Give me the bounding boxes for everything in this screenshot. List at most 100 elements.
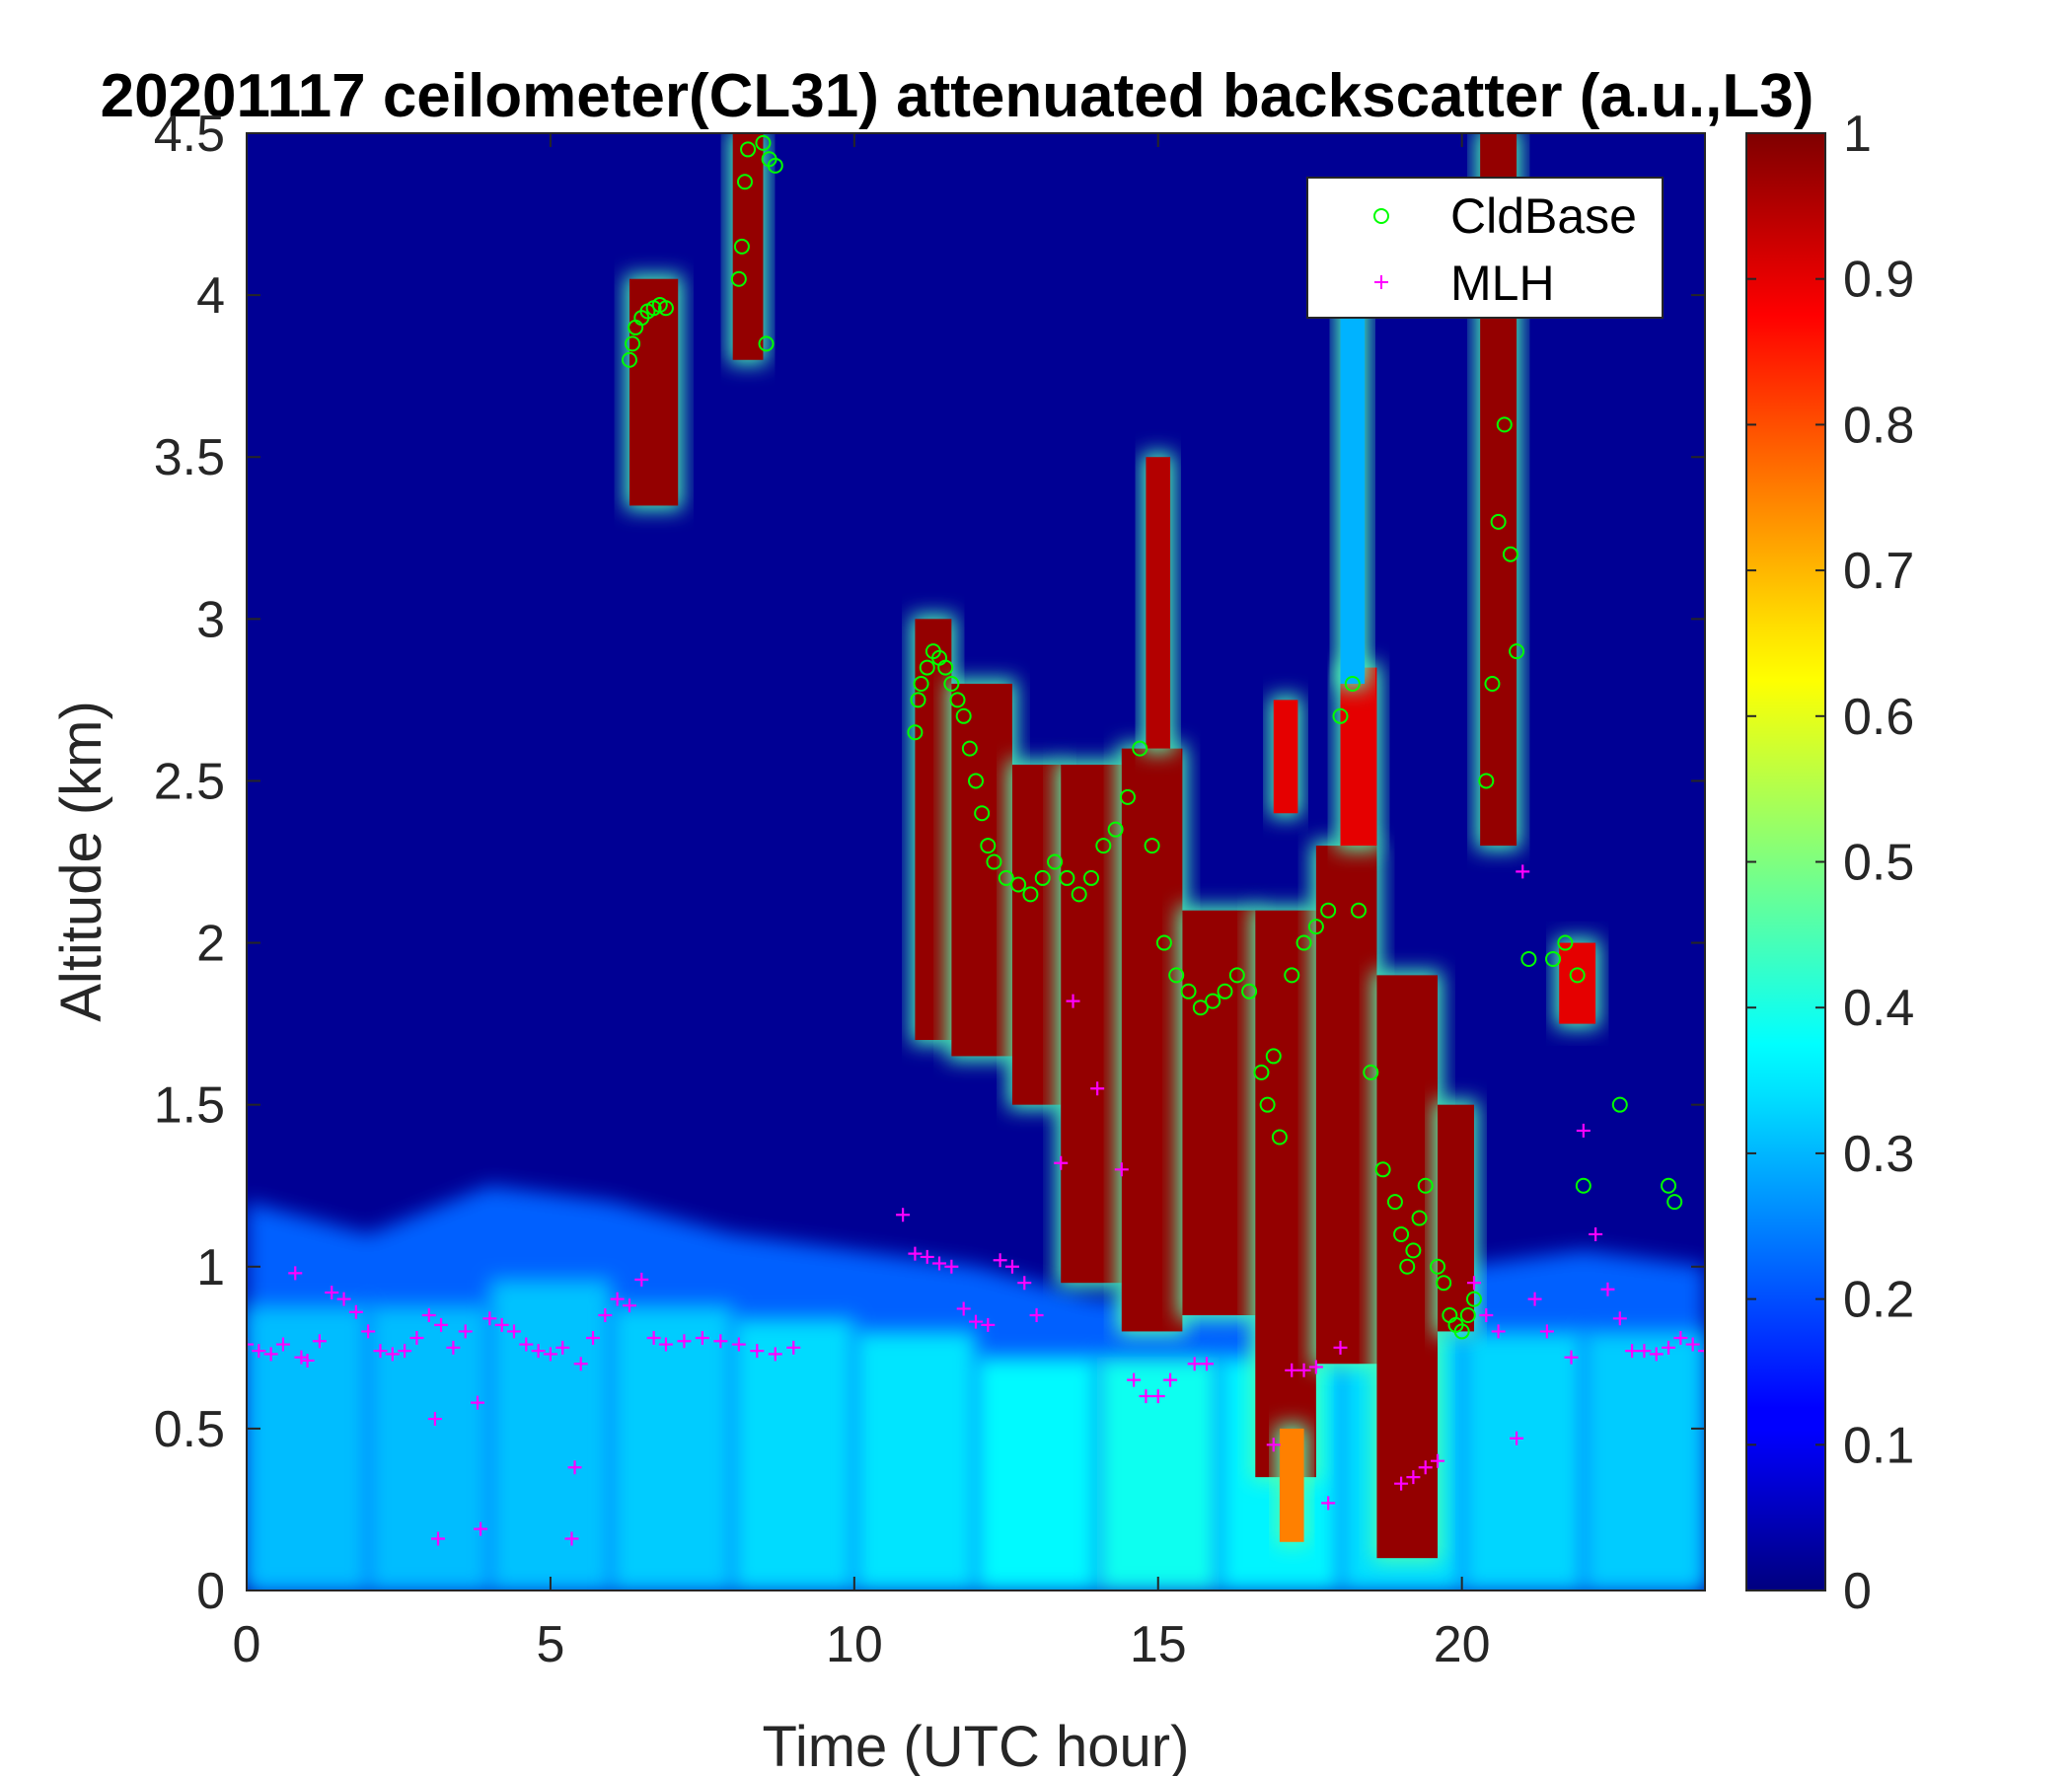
colorbar: 0 0.1 0.2 0.3 0.4 0.5 0.6 0.7 0.8 0.9 1 bbox=[1745, 106, 1914, 1620]
cldbase-point bbox=[1132, 740, 1148, 757]
mlh-point bbox=[482, 1311, 497, 1326]
mlh-point bbox=[385, 1347, 400, 1362]
cldbase-point bbox=[621, 351, 637, 368]
cldbase-point bbox=[767, 157, 783, 174]
legend-label-cldbase: CldBase bbox=[1450, 188, 1637, 244]
cldbase-point bbox=[1119, 788, 1136, 805]
mlh-point bbox=[993, 1253, 1007, 1268]
cldbase-point bbox=[1010, 876, 1027, 893]
mlh-point bbox=[446, 1340, 461, 1355]
mlh-point bbox=[1066, 994, 1080, 1008]
mlh-point bbox=[1418, 1460, 1433, 1475]
cldbase-point bbox=[1520, 950, 1537, 967]
mlh-point bbox=[275, 1337, 290, 1352]
cloud-region bbox=[1182, 910, 1256, 1316]
cldbase-point bbox=[1611, 1096, 1628, 1113]
cldbase-point bbox=[913, 675, 929, 692]
cldbase-point bbox=[961, 740, 978, 757]
cldbase-point bbox=[1259, 1096, 1276, 1113]
cloud-region bbox=[1279, 1428, 1304, 1542]
mlh-point bbox=[1527, 1292, 1542, 1306]
cldbase-point bbox=[1399, 1258, 1416, 1275]
mlh-point bbox=[564, 1531, 579, 1546]
legend: CldBase MLH bbox=[1306, 177, 1664, 319]
cldbase-point bbox=[1490, 513, 1507, 530]
cldbase-point bbox=[1284, 967, 1300, 984]
cloud-region bbox=[1061, 765, 1122, 1284]
mlh-point bbox=[1466, 1276, 1481, 1291]
cldbase-point bbox=[1569, 967, 1586, 984]
colorbar-tick-label: 0.3 bbox=[1843, 1126, 1914, 1183]
colorbar-tick-label: 0.7 bbox=[1843, 543, 1914, 600]
mlh-point bbox=[567, 1460, 582, 1475]
cldbase-point bbox=[1666, 1194, 1683, 1211]
mlh-point bbox=[786, 1340, 801, 1355]
cldbase-point bbox=[1363, 1064, 1379, 1080]
mlh-point bbox=[409, 1330, 424, 1345]
mlh-point bbox=[336, 1292, 351, 1306]
cldbase-point bbox=[955, 707, 972, 724]
mlh-point bbox=[519, 1337, 534, 1352]
mlh-point bbox=[1564, 1350, 1579, 1365]
legend-marker-mlh bbox=[1374, 275, 1388, 289]
cldbase-point bbox=[1265, 1048, 1282, 1065]
cloud-region bbox=[629, 278, 679, 506]
cldbase-point bbox=[1386, 1194, 1403, 1211]
mlh-point bbox=[1625, 1344, 1640, 1359]
series-markers bbox=[247, 134, 1705, 1546]
mlh-point bbox=[1266, 1438, 1281, 1452]
boundary-layer-segment bbox=[1583, 1331, 1705, 1591]
mlh-point bbox=[1394, 1476, 1409, 1491]
mlh-point bbox=[373, 1344, 388, 1359]
cloud-region bbox=[1273, 700, 1298, 814]
cldbase-point bbox=[949, 692, 966, 708]
cldbase-point bbox=[1496, 416, 1513, 433]
cldbase-point bbox=[974, 805, 991, 822]
colorbar-tick-label: 0.4 bbox=[1843, 980, 1914, 1037]
cloud-region bbox=[1011, 765, 1062, 1105]
cldbase-point bbox=[919, 659, 935, 676]
mlh-point bbox=[1539, 1324, 1554, 1339]
mlh-point bbox=[1054, 1155, 1069, 1170]
cldbase-point bbox=[1411, 1210, 1428, 1226]
cldbase-point bbox=[1022, 886, 1039, 903]
colorbar-tick-label: 0 bbox=[1843, 1563, 1872, 1620]
cldbase-point bbox=[758, 335, 775, 352]
mlh-point bbox=[750, 1344, 765, 1359]
mlh-point bbox=[1187, 1357, 1202, 1371]
cldbase-point bbox=[1509, 643, 1525, 660]
colorbar-gradient bbox=[1745, 132, 1826, 1591]
x-tick-label: 0 bbox=[233, 1616, 261, 1673]
mlh-point bbox=[1612, 1311, 1627, 1326]
cloud-region bbox=[1438, 1104, 1474, 1332]
boundary-layer-segment bbox=[368, 1305, 490, 1591]
backscatter-heatmap bbox=[247, 1185, 1705, 1591]
x-axis: 0 5 10 15 20 bbox=[233, 133, 1491, 1673]
colorbar-tick-label: 0.5 bbox=[1843, 835, 1914, 892]
boundary-layer-segment bbox=[732, 1318, 854, 1591]
cldbase-point bbox=[1180, 983, 1197, 999]
cldbase-point bbox=[1107, 821, 1124, 838]
cldbase-point bbox=[1155, 934, 1172, 951]
mlh-point bbox=[1296, 1363, 1311, 1377]
mlh-point bbox=[1510, 1431, 1524, 1445]
mlh-point bbox=[434, 1317, 449, 1332]
cldbase-point bbox=[1374, 1161, 1391, 1178]
y-tick-label: 4 bbox=[196, 267, 225, 325]
mlh-point bbox=[1479, 1308, 1494, 1323]
cloud-region bbox=[1255, 910, 1316, 1478]
mlh-point bbox=[531, 1344, 546, 1359]
mlh-point bbox=[1516, 864, 1530, 879]
cldbase-point bbox=[1393, 1225, 1410, 1242]
y-tick-label: 4.5 bbox=[154, 106, 225, 163]
x-tick-label: 5 bbox=[536, 1616, 564, 1673]
mlh-point bbox=[1004, 1259, 1019, 1274]
boundary-layer-segment bbox=[247, 1305, 369, 1591]
mlh-point bbox=[427, 1412, 442, 1427]
legend-label-mlh: MLH bbox=[1450, 256, 1555, 311]
cloud-region bbox=[1340, 295, 1366, 684]
cldbase-point bbox=[1545, 950, 1562, 967]
mlh-point bbox=[731, 1337, 746, 1352]
cldbase-point bbox=[1557, 934, 1574, 951]
cldbase-point bbox=[1059, 869, 1075, 886]
